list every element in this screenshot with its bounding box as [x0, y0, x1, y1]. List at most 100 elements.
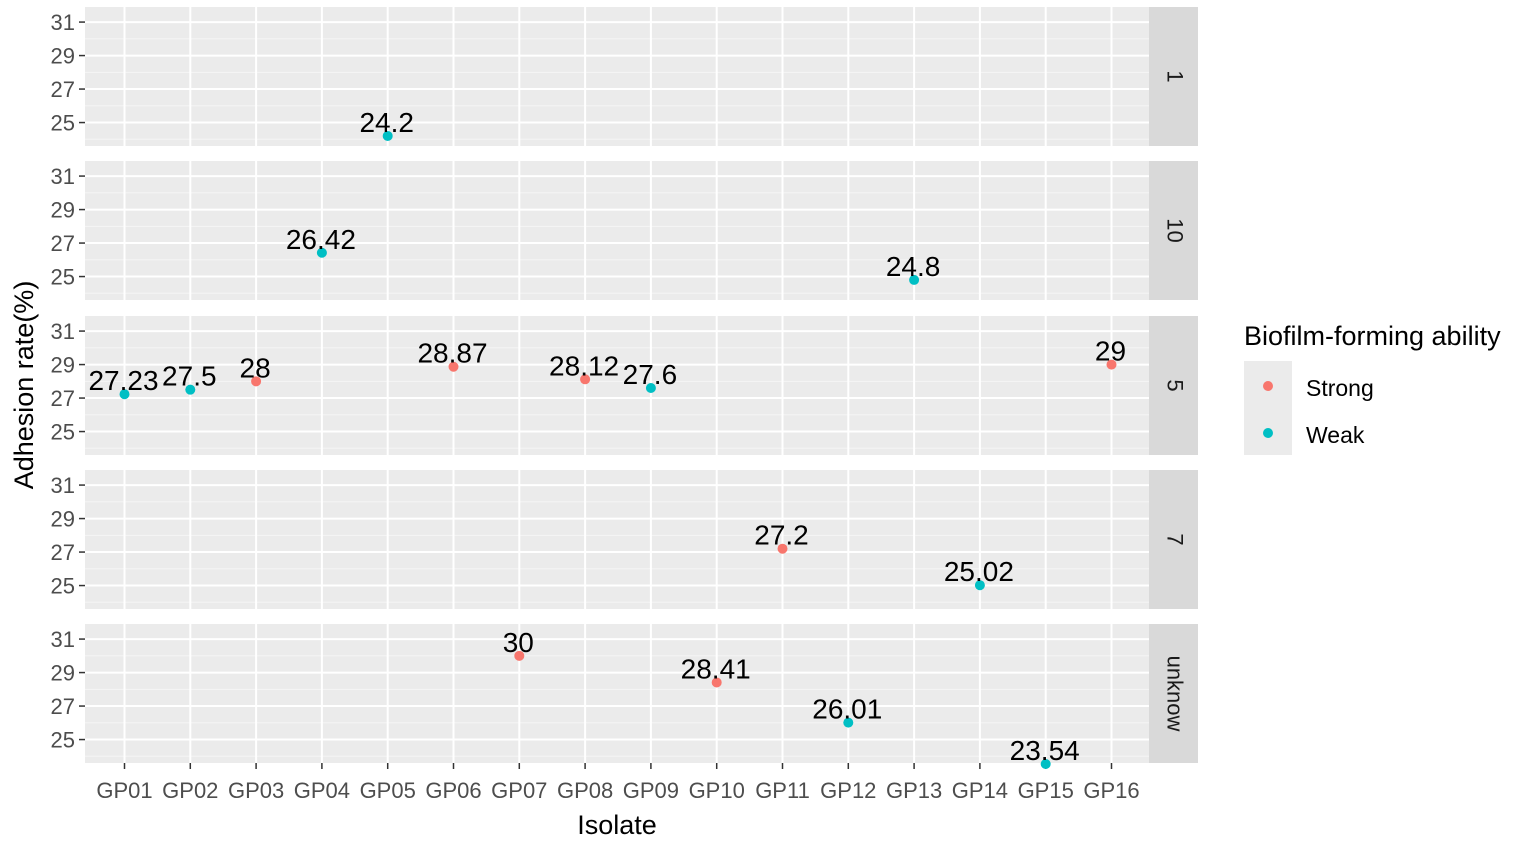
data-point	[645, 383, 656, 394]
x-tick-label: GP04	[294, 778, 350, 803]
data-point	[1040, 759, 1051, 770]
x-tick-label: GP01	[96, 778, 152, 803]
x-tick-label: GP16	[1083, 778, 1139, 803]
data-label: 27.6	[623, 359, 678, 390]
data-label: 28.12	[549, 350, 619, 381]
data-label: 30	[503, 627, 534, 658]
data-point	[580, 374, 591, 385]
data-point	[711, 677, 722, 688]
facet-strip-label: 10	[1163, 218, 1188, 242]
panel-background	[85, 7, 1149, 146]
legend-title: Biofilm-forming ability	[1244, 321, 1501, 351]
facet-strip-label: unknow	[1163, 656, 1188, 732]
panel-background	[85, 624, 1149, 763]
y-tick-label: 27	[51, 231, 75, 256]
data-point	[316, 247, 327, 258]
legend: Biofilm-forming ability Strong Weak	[1244, 321, 1501, 455]
data-label: 25.02	[944, 556, 1014, 587]
y-tick-label: 25	[51, 574, 75, 599]
x-tick-label: GP13	[886, 778, 942, 803]
y-tick-label: 27	[51, 540, 75, 565]
y-tick-label: 31	[51, 319, 75, 344]
y-tick-label: 29	[51, 353, 75, 378]
data-point	[974, 580, 985, 591]
data-label: 28.41	[681, 653, 751, 684]
x-tick-label: GP09	[623, 778, 679, 803]
data-label: 29	[1095, 336, 1126, 367]
data-point	[909, 274, 920, 285]
data-label: 24.2	[359, 107, 414, 138]
data-point	[777, 543, 788, 554]
x-axis-title: Isolate	[577, 810, 657, 840]
x-tick-label: GP12	[820, 778, 876, 803]
data-label: 26.42	[286, 224, 356, 255]
facet-strip-label: 5	[1163, 379, 1188, 391]
legend-key-strong	[1263, 381, 1273, 391]
x-tick-label: GP14	[952, 778, 1008, 803]
y-axis-title: Adhesion rate(%)	[9, 281, 39, 490]
data-label: 27.5	[162, 361, 217, 392]
facet-panels: 2527293112527293110252729315252729317252…	[51, 7, 1198, 763]
data-point	[514, 650, 525, 661]
legend-key-weak	[1263, 428, 1273, 438]
data-label: 28	[240, 352, 271, 383]
data-label: 27.2	[754, 520, 809, 551]
y-tick-label: 29	[51, 507, 75, 532]
y-tick-label: 25	[51, 420, 75, 445]
panel-background	[85, 470, 1149, 609]
facet-panel-7: 25 27 29 31 7	[51, 470, 1198, 609]
y-tick-label: 25	[51, 265, 75, 290]
y-tick-label: 31	[51, 473, 75, 498]
x-tick-label: GP15	[1018, 778, 1074, 803]
x-tick-label: GP05	[360, 778, 416, 803]
data-label: 23.54	[1010, 735, 1080, 766]
legend-entry-weak: Weak	[1306, 422, 1365, 448]
data-label: 24.8	[886, 251, 941, 282]
facet-strip	[1149, 161, 1198, 300]
y-tick-label: 29	[51, 44, 75, 69]
legend-key-bg	[1244, 361, 1292, 455]
panel-background	[85, 161, 1149, 300]
x-tick-label: GP08	[557, 778, 613, 803]
y-tick-label: 25	[51, 111, 75, 136]
x-tick-label: GP03	[228, 778, 284, 803]
y-tick-label: 27	[51, 77, 75, 102]
facet-panel-1: 25 27 29 31 1	[51, 7, 1198, 146]
y-tick-label: 29	[51, 661, 75, 686]
facet-strip	[1149, 316, 1198, 455]
data-point	[185, 384, 196, 395]
x-tick-label: GP07	[491, 778, 547, 803]
x-tick-label: GP02	[162, 778, 218, 803]
data-point	[448, 361, 459, 372]
y-tick-label: 27	[51, 694, 75, 719]
data-point	[1106, 359, 1117, 370]
x-axis-ticks: GP01 GP02 GP03 GP04 GP05 GP06 GP07 GP08 GP09 GP10…	[96, 763, 1140, 803]
legend-entry-strong: Strong	[1306, 375, 1374, 401]
x-tick-label: GP10	[689, 778, 745, 803]
data-label: 26.01	[812, 694, 882, 725]
facet-strip	[1149, 7, 1198, 146]
facet-strip	[1149, 624, 1198, 763]
data-point	[251, 376, 262, 387]
x-tick-label: GP06	[425, 778, 481, 803]
facet-panel-5: 25 27 29 31 5	[51, 316, 1198, 455]
y-tick-label: 29	[51, 198, 75, 223]
y-tick-label: 25	[51, 728, 75, 753]
y-tick-label: 31	[51, 10, 75, 35]
facet-strip-label: 7	[1163, 533, 1188, 545]
data-point	[119, 389, 130, 400]
y-tick-label: 27	[51, 386, 75, 411]
data-points: 24.2 26.42 24.8 27.23 27.5 28 28.87 28.12 27.6 29…	[88, 107, 1126, 770]
facet-panel-10: 25 27 29 31 10	[51, 161, 1198, 300]
facet-strip	[1149, 470, 1198, 609]
panel-background	[85, 316, 1149, 455]
y-tick-label: 31	[51, 627, 75, 652]
data-point	[382, 130, 393, 141]
x-tick-label: GP11	[755, 778, 810, 803]
data-point	[843, 717, 854, 728]
y-tick-label: 31	[51, 164, 75, 189]
data-label: 27.23	[88, 365, 158, 396]
facet-strip-label: 1	[1163, 70, 1188, 82]
facet-panel-unknow: 25 27 29 31 unknow	[51, 624, 1198, 763]
